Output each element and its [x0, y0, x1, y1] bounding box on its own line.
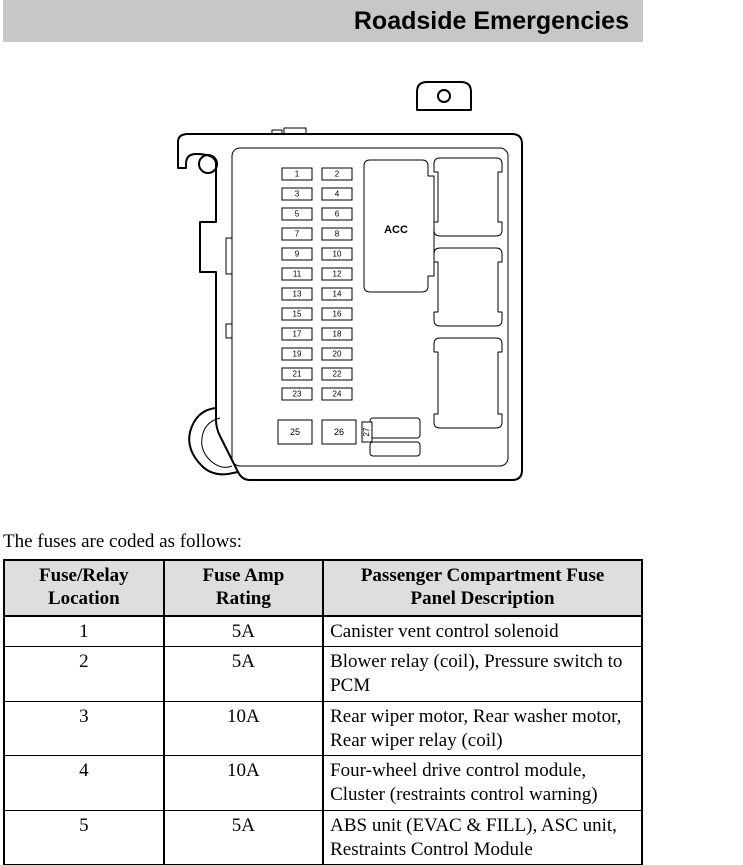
fuse-slot-label: 1 [294, 170, 299, 179]
cell-desc: Blower relay (coil), Pressure switch to … [323, 647, 642, 702]
cell-desc: Canister vent control solenoid [323, 616, 642, 647]
fusebox-diagram: ACC 123456789101112131415161718192021222… [0, 72, 743, 509]
cell-amp: 5A [164, 647, 323, 702]
fuse-slot-label: 8 [334, 230, 339, 239]
fuse-slot-label: 27 [362, 427, 371, 436]
fuse-slot-label: 20 [332, 350, 341, 359]
col-header-desc: Passenger Compartment FusePanel Descript… [323, 560, 642, 616]
cell-location: 1 [4, 616, 164, 647]
cell-location: 2 [4, 647, 164, 702]
fuse-slot-label: 19 [292, 350, 301, 359]
fuse-slot-label: 18 [332, 330, 341, 339]
table-row: 15ACanister vent control solenoid [4, 616, 642, 647]
fuse-slot-label: 22 [332, 370, 341, 379]
table-header-row: Fuse/RelayLocation Fuse AmpRating Passen… [4, 560, 642, 616]
cell-location: 3 [4, 701, 164, 756]
fusebox-svg: ACC 123456789101112131415161718192021222… [172, 72, 572, 504]
fuse-slot-label: 7 [294, 230, 299, 239]
fuse-table: Fuse/RelayLocation Fuse AmpRating Passen… [3, 559, 643, 865]
fuse-slot-label: 15 [292, 310, 301, 319]
fuse-slot-label: 10 [332, 250, 341, 259]
cell-amp: 5A [164, 810, 323, 865]
fuse-slot-label: 24 [332, 390, 341, 399]
table-caption: The fuses are coded as follows: [3, 531, 743, 553]
col-header-location: Fuse/RelayLocation [4, 560, 164, 616]
fuse-slot-label: 14 [332, 290, 341, 299]
cell-amp: 5A [164, 616, 323, 647]
fuse-slot-label: 21 [292, 370, 301, 379]
fuse-slot-label: 13 [292, 290, 301, 299]
cell-desc: Rear wiper motor, Rear washer motor, Rea… [323, 701, 642, 756]
section-title: Roadside Emergencies [354, 7, 629, 36]
fuse-slot-label: 16 [332, 310, 341, 319]
cell-amp: 10A [164, 756, 323, 811]
fuse-slot-label: 23 [292, 390, 301, 399]
table-row: 410AFour-wheel drive control module, Clu… [4, 756, 642, 811]
fuse-slot-label: 17 [292, 330, 301, 339]
fuse-slot-label: 2 [334, 170, 339, 179]
cell-desc: ABS unit (EVAC & FILL), ASC unit, Restra… [323, 810, 642, 865]
fuse-slot-label: 4 [334, 190, 339, 199]
cell-location: 4 [4, 756, 164, 811]
section-header-bar: Roadside Emergencies [3, 0, 643, 42]
fuse-slot-label: 11 [292, 270, 301, 279]
cell-desc: Four-wheel drive control module, Cluster… [323, 756, 642, 811]
fuse-slot-label: 12 [332, 270, 341, 279]
acc-label: ACC [384, 224, 408, 236]
cell-amp: 10A [164, 701, 323, 756]
fuse-slot-label: 6 [334, 210, 339, 219]
table-row: 25ABlower relay (coil), Pressure switch … [4, 647, 642, 702]
fuse-slot-label: 25 [289, 427, 299, 437]
fuse-slot-label: 26 [333, 427, 343, 437]
table-row: 310ARear wiper motor, Rear washer motor,… [4, 701, 642, 756]
col-header-amp: Fuse AmpRating [164, 560, 323, 616]
fuse-slot-label: 3 [294, 190, 299, 199]
cell-location: 5 [4, 810, 164, 865]
fuse-slot-label: 5 [294, 210, 299, 219]
fuse-slot-label: 9 [294, 250, 299, 259]
table-row: 55AABS unit (EVAC & FILL), ASC unit, Res… [4, 810, 642, 865]
page: Roadside Emergencies ACC [0, 0, 743, 865]
